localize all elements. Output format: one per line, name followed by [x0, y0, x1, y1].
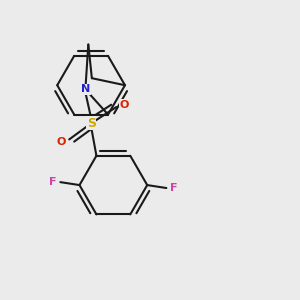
- Text: S: S: [87, 117, 96, 130]
- Text: N: N: [81, 84, 90, 94]
- Text: O: O: [56, 137, 66, 147]
- Text: O: O: [120, 100, 129, 110]
- Text: F: F: [170, 183, 178, 193]
- Text: F: F: [49, 177, 57, 187]
